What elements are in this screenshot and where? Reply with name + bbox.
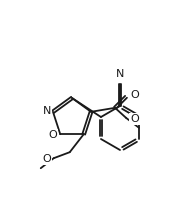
Text: O: O — [130, 114, 139, 124]
Text: O: O — [42, 154, 51, 164]
Text: O: O — [48, 130, 57, 140]
Text: N: N — [43, 106, 51, 116]
Text: O: O — [130, 90, 139, 100]
Text: N: N — [116, 69, 124, 79]
